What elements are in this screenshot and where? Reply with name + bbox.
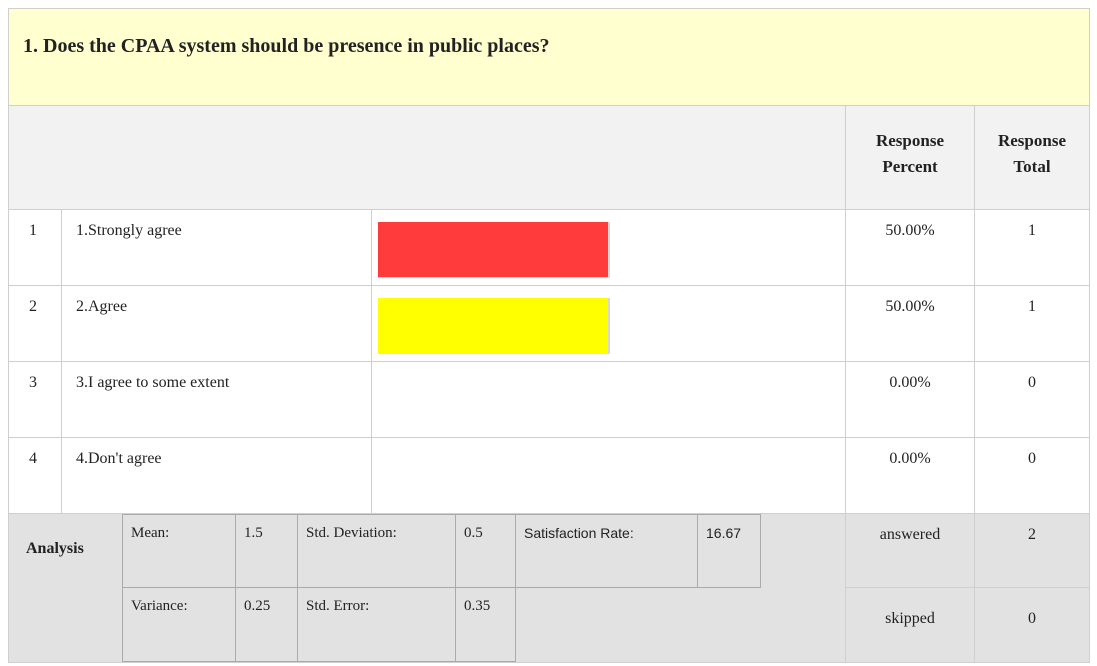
stat-value: 16.67 xyxy=(697,514,761,588)
question-header: 1. Does the CPAA system should be presen… xyxy=(8,8,1090,106)
question-title: 1. Does the CPAA system should be presen… xyxy=(23,35,550,57)
row-percent: 0.00% xyxy=(846,362,975,438)
stat-value: 0.5 xyxy=(455,514,516,588)
row-percent: 50.00% xyxy=(846,210,975,286)
row-number: 2 xyxy=(8,286,62,362)
bar-cell xyxy=(372,438,846,514)
row-label: 2.Agree xyxy=(62,286,372,362)
stat-label: Variance: xyxy=(122,587,236,662)
header-total: Response Total xyxy=(975,106,1090,210)
row-total: 1 xyxy=(975,286,1090,362)
row-number: 3 xyxy=(8,362,62,438)
analysis-label: Analysis xyxy=(26,540,84,557)
header-cell xyxy=(8,106,846,210)
stat-label: Std. Error: xyxy=(297,587,456,662)
stat-label: Mean: xyxy=(122,514,236,588)
skipped-value: 0 xyxy=(975,588,1090,663)
analysis-area: Analysis xyxy=(8,514,846,663)
bar-cell xyxy=(372,210,846,286)
skipped-label: skipped xyxy=(846,588,975,663)
stat-label: Std. Deviation: xyxy=(297,514,456,588)
stat-value: 0.35 xyxy=(455,587,516,662)
row-label: 3.I agree to some extent xyxy=(62,362,372,438)
bar-cell xyxy=(372,362,846,438)
answered-label: answered xyxy=(846,514,975,588)
stat-value: 1.5 xyxy=(235,514,298,588)
row-total: 1 xyxy=(975,210,1090,286)
bar-cell xyxy=(372,286,846,362)
bar xyxy=(378,298,610,354)
stat-value: 0.25 xyxy=(235,587,298,662)
row-label: 4.Don't agree xyxy=(62,438,372,514)
row-percent: 50.00% xyxy=(846,286,975,362)
stat-label: Satisfaction Rate: xyxy=(515,514,698,588)
row-percent: 0.00% xyxy=(846,438,975,514)
row-label: 1.Strongly agree xyxy=(62,210,372,286)
row-number: 4 xyxy=(8,438,62,514)
bar xyxy=(378,222,610,278)
row-total: 0 xyxy=(975,362,1090,438)
row-number: 1 xyxy=(8,210,62,286)
header-percent: Response Percent xyxy=(846,106,975,210)
row-total: 0 xyxy=(975,438,1090,514)
answered-value: 2 xyxy=(975,514,1090,588)
